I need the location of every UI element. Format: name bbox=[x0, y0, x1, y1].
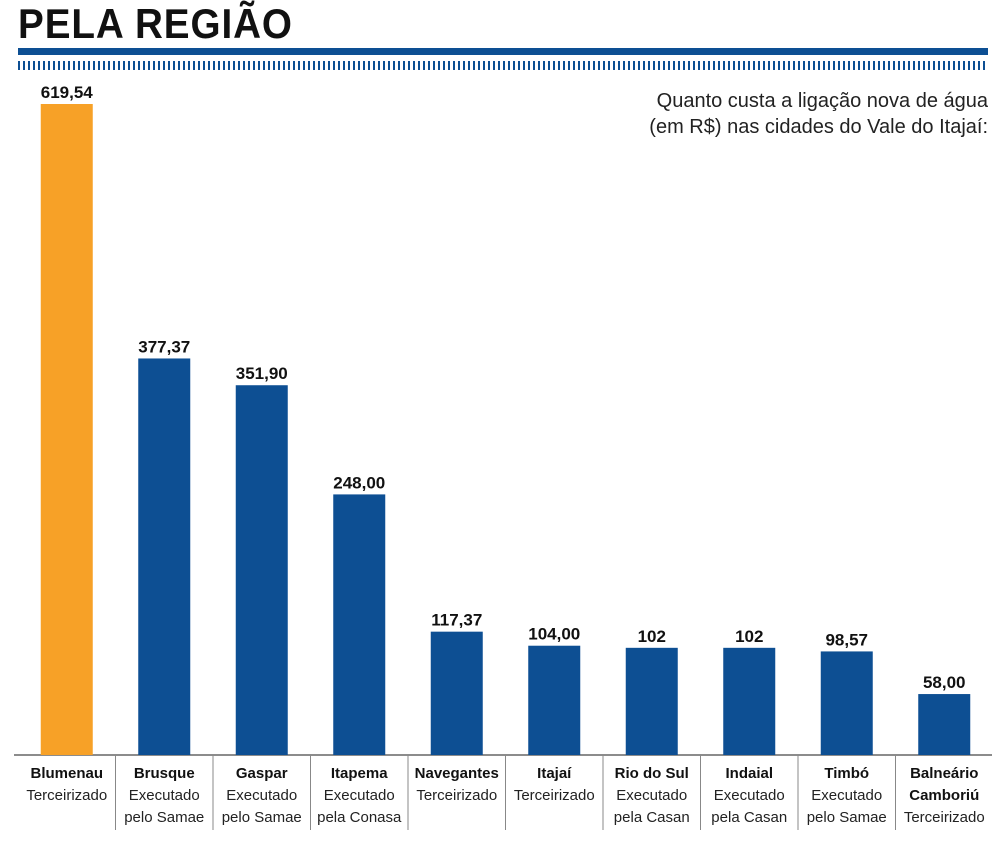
bar bbox=[625, 647, 678, 755]
bar bbox=[40, 104, 93, 755]
category-label: Timbó bbox=[824, 765, 869, 782]
data-label: 58,00 bbox=[923, 673, 966, 692]
bar bbox=[528, 645, 581, 755]
operator-label: pela Casan bbox=[614, 809, 690, 826]
operator-label: Executado bbox=[811, 787, 882, 804]
category-label: Camboriú bbox=[909, 787, 979, 804]
operator-label: Executado bbox=[226, 787, 297, 804]
category-label: Rio do Sul bbox=[615, 765, 689, 782]
bar bbox=[723, 647, 776, 755]
data-label: 98,57 bbox=[825, 630, 868, 649]
operator-label: pelo Samae bbox=[124, 809, 204, 826]
bar bbox=[138, 358, 191, 755]
category-label: Gaspar bbox=[236, 765, 288, 782]
category-label: Blumenau bbox=[30, 765, 103, 782]
bar bbox=[430, 631, 483, 755]
operator-label: Terceirizado bbox=[416, 787, 497, 804]
data-label: 377,37 bbox=[138, 337, 190, 356]
operator-label: Executado bbox=[324, 787, 395, 804]
operator-label: pelo Samae bbox=[807, 809, 887, 826]
operator-label: Terceirizado bbox=[514, 787, 595, 804]
data-label: 117,37 bbox=[431, 611, 482, 630]
operator-label: Executado bbox=[714, 787, 785, 804]
category-label: Indaial bbox=[725, 765, 773, 782]
bar bbox=[235, 385, 288, 755]
category-label: Balneário bbox=[910, 765, 978, 782]
category-label: Brusque bbox=[134, 765, 195, 782]
bar bbox=[918, 694, 971, 755]
operator-label: Executado bbox=[616, 787, 687, 804]
data-label: 619,54 bbox=[41, 83, 94, 102]
page-title: PELA REGIÃO bbox=[18, 0, 293, 47]
chart-subtitle: Quanto custa a ligação nova de água (em … bbox=[649, 90, 988, 138]
data-label: 102 bbox=[735, 627, 763, 646]
operator-label: Executado bbox=[129, 787, 200, 804]
operator-label: Terceirizado bbox=[904, 809, 985, 826]
header-rule bbox=[18, 48, 988, 55]
operator-label: pelo Samae bbox=[222, 809, 302, 826]
data-label: 102 bbox=[638, 627, 666, 646]
data-label: 351,90 bbox=[236, 364, 288, 383]
header-tick-pattern bbox=[18, 61, 988, 70]
bar bbox=[820, 651, 873, 755]
category-label: Itajaí bbox=[537, 765, 572, 782]
data-label: 248,00 bbox=[333, 473, 385, 492]
data-label: 104,00 bbox=[528, 625, 580, 644]
bar bbox=[333, 494, 386, 755]
operator-label: pela Casan bbox=[711, 809, 787, 826]
operator-label: Terceirizado bbox=[26, 787, 107, 804]
category-label: Navegantes bbox=[415, 765, 499, 782]
operator-label: pela Conasa bbox=[317, 809, 402, 826]
category-label: Itapema bbox=[331, 765, 388, 782]
